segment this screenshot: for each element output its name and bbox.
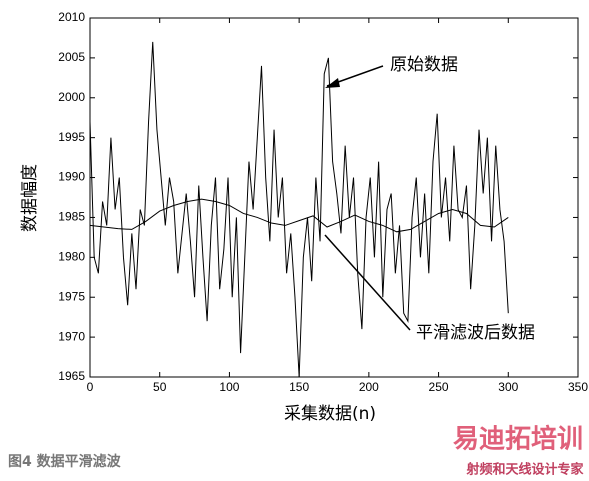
y-tick-label: 1990 (58, 170, 85, 184)
y-tick-label: 2010 (58, 10, 85, 24)
watermark-title: 易迪拓培训 (453, 425, 583, 455)
y-tick-label: 1980 (58, 250, 85, 264)
annotation-line (324, 234, 411, 331)
x-tick-label: 0 (87, 380, 94, 394)
x-tick-label: 300 (498, 380, 518, 394)
watermark-subtitle: 射频和天线设计专家 (465, 462, 584, 478)
data-line (89, 41, 509, 378)
plot-frame (89, 17, 579, 378)
y-tick-label: 1985 (58, 210, 85, 224)
x-axis-label: 采集数据(n) (284, 404, 376, 424)
y-axis-label: 数据幅度 (20, 164, 40, 232)
y-tick-label: 1975 (58, 289, 85, 303)
x-tick-label: 150 (289, 380, 309, 394)
data-line (89, 198, 509, 233)
y-tick-label: 2000 (58, 90, 85, 104)
x-tick-label: 250 (429, 380, 449, 394)
annotation: 平滑滤波后数据 (416, 323, 535, 343)
y-tick-label: 2005 (58, 50, 85, 64)
y-tick-label: 1970 (58, 329, 85, 343)
y-tick-label: 1995 (58, 130, 85, 144)
annotation: 原始数据 (390, 55, 458, 75)
x-tick-label: 200 (359, 380, 379, 394)
arrow-head (325, 78, 340, 88)
x-tick-label: 100 (219, 380, 239, 394)
caption: 图4 数据平滑滤波 (8, 453, 122, 470)
y-tick-label: 1965 (58, 369, 85, 383)
x-tick-label: 350 (568, 380, 588, 394)
x-tick-label: 50 (153, 380, 167, 394)
